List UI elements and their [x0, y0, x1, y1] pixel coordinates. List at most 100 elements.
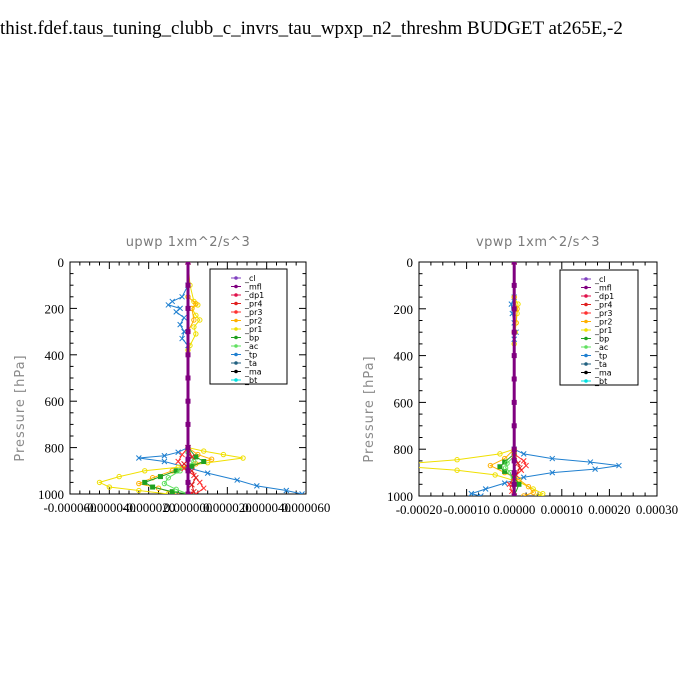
legend-entry-ac-label: _ac: [244, 342, 258, 351]
series-mfl-point: [185, 445, 191, 451]
series-tp-point: [181, 314, 187, 321]
series-pr2-line: [489, 262, 535, 496]
series-pr1-point: [540, 490, 546, 496]
series-pr1-point: [201, 448, 207, 454]
series-bp-point: [189, 463, 195, 469]
x-tick-label: -0.000060: [43, 500, 96, 515]
y-tick-label: 800: [45, 441, 65, 456]
series-pr1-point: [136, 487, 142, 494]
series-mfl-point: [185, 479, 191, 485]
x-tick-label: 0.000040: [242, 500, 291, 515]
legend-entry-ac-marker: [584, 345, 588, 349]
series-bp-point: [169, 489, 175, 494]
series-ac-point: [502, 465, 509, 471]
series-pr1-point: [220, 451, 227, 458]
series-tp-point: [468, 490, 475, 496]
series-bp-point: [201, 459, 207, 465]
series-mfl-point: [185, 262, 191, 265]
series-pr3-point: [175, 458, 182, 465]
legend-entry-dp1-label: _dp1: [594, 292, 614, 301]
y-tick-label: 400: [394, 349, 414, 364]
y-tick-label: 0: [407, 255, 414, 270]
series-tp-point: [165, 302, 172, 308]
y-tick-label: 200: [394, 302, 414, 317]
vpwp-panel: vpwp 1xm^2/s^3 Pressure [hPa] 0 200 400 600 80…: [362, 235, 678, 517]
x-tick-label: 0.00000: [493, 502, 535, 517]
series-mfl-point: [511, 282, 517, 288]
legend-entry-tp-marker: [584, 353, 588, 358]
series-mfl-point: [185, 456, 191, 462]
legend-entry-pr2-label: _pr2: [244, 317, 262, 326]
y-tick-label: 800: [394, 442, 414, 457]
legend-entry-pr2-marker: [584, 319, 588, 324]
series-bp-point: [516, 481, 522, 487]
legend-entry-bt-marker: [234, 378, 238, 382]
legend-entry-ta-marker: [584, 362, 588, 366]
series-tp-point: [179, 293, 185, 300]
legend-entry-pr4-label: _pr4: [594, 301, 612, 310]
series-ac-point: [161, 480, 168, 487]
y-axis-label: Pressure [hPa]: [362, 355, 377, 462]
legend-entry-pr4-marker: [584, 302, 588, 307]
legend-entry-ma-marker: [584, 370, 588, 375]
series-tp-point: [135, 455, 142, 461]
legend-entry-dp1-label: _dp1: [244, 291, 264, 300]
series-mfl-point: [511, 399, 517, 405]
series-bp-point: [157, 474, 163, 480]
series-mfl-point: [511, 481, 517, 487]
series-tp-point: [482, 486, 489, 492]
series-tp-point: [549, 455, 556, 462]
series-pr1-line: [419, 262, 544, 496]
legend-entry-bt-label: _bt: [594, 377, 607, 386]
panel-title: vpwp 1xm^2/s^3: [476, 235, 600, 250]
legend-entry-tp-label: _tp: [594, 352, 607, 361]
series-pr3-point: [179, 451, 185, 458]
series-tp-point: [616, 462, 622, 469]
legend-entry-pr1-label: _pr1: [244, 325, 262, 334]
series-pr2-point: [521, 493, 527, 496]
series-pr3-point: [200, 485, 207, 492]
series-pr1-point: [193, 331, 199, 337]
series-pr1-point: [106, 484, 113, 490]
series-mfl-point: [511, 446, 517, 452]
page-title: thist.fdef.taus_tuning_clubb_c_invrs_tau…: [0, 18, 623, 39]
series-tp-point: [520, 474, 527, 481]
legend-entry-tp-marker: [234, 352, 238, 357]
series-pr1-point: [492, 472, 498, 478]
x-tick-label: 0.00030: [636, 502, 678, 517]
series-mfl-point: [511, 329, 517, 335]
series-pr4-point: [191, 488, 197, 494]
series-tp-point: [161, 452, 168, 459]
legend-entry-pr1-label: _pr1: [594, 326, 612, 335]
series-group: [96, 262, 305, 494]
legend-entry-cl-label: _cl: [244, 274, 256, 283]
series-bp-point: [497, 464, 503, 470]
series-pr1-point: [96, 479, 103, 486]
series-mfl-point: [511, 423, 517, 429]
legend-entry-bp-marker: [234, 335, 238, 340]
y-tick-label: 600: [394, 395, 414, 410]
series-mfl-point: [185, 282, 191, 288]
series-group: [419, 262, 622, 496]
legend-entry-mfl-label: _mfl: [594, 284, 612, 293]
legend-entry-mfl-marker: [584, 285, 588, 290]
series-pr1-point: [193, 312, 199, 319]
series-mfl-point: [185, 398, 191, 404]
series-mfl-point: [511, 306, 517, 312]
x-tick-label: -0.00010: [443, 502, 490, 517]
legend: _cl_mfl_dp1_pr4_pr3_pr2_pr1_bp_ac_tp_ta_…: [559, 269, 639, 386]
legend-entry-pr3-marker: [234, 310, 238, 314]
legend-entry-cl-marker: [584, 277, 588, 281]
legend-entry-pr3-label: _pr3: [594, 309, 612, 318]
series-mfl-point: [511, 458, 517, 464]
series-pr1-point: [497, 451, 503, 457]
x-tick-label: 0.00010: [541, 502, 583, 517]
series-ac-point: [504, 460, 510, 466]
legend-entry-cl-marker: [234, 276, 238, 280]
series-tp-point: [520, 451, 527, 457]
series-ac-point: [173, 486, 179, 493]
legend-entry-cl-label: _cl: [594, 275, 606, 284]
series-pr2-point: [136, 480, 142, 487]
series-mfl-point: [185, 491, 191, 494]
